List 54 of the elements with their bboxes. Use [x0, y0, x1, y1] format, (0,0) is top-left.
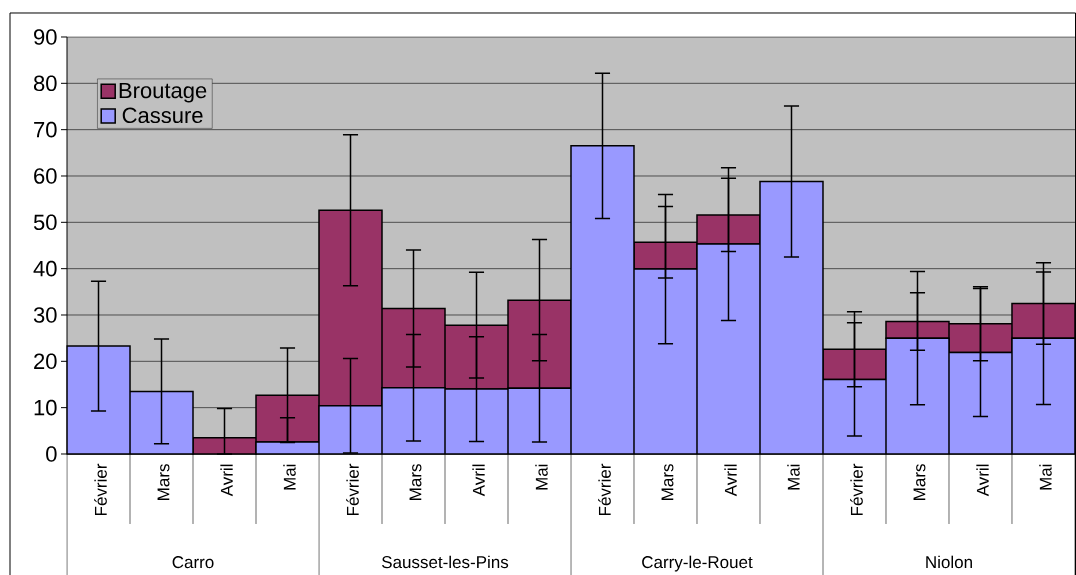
bar [444, 388, 509, 455]
x-tick-label: Avril [724, 464, 737, 497]
x-tick-label: Février [94, 463, 107, 516]
y-tick-label: 0 [46, 446, 57, 462]
bar [822, 378, 887, 455]
x-tick-label: Mars [661, 464, 674, 500]
bar [66, 345, 131, 455]
text: Sausset-les-Pins [382, 555, 509, 569]
bar [633, 268, 698, 455]
bar [255, 394, 320, 443]
bar [381, 307, 446, 389]
x-tick-label: Mai [787, 464, 800, 490]
y-tick-label: 70 [34, 121, 57, 138]
bar [822, 348, 887, 381]
bar [759, 180, 824, 455]
x-tick-label: Mars [913, 464, 926, 500]
x-tick-label: Mars [409, 464, 422, 500]
x-tick-label: Février [850, 463, 863, 516]
x-tick-label: Mars [157, 464, 170, 500]
bar [696, 243, 761, 455]
x-tick-label: Février [346, 463, 359, 516]
legend-label: Cassure [122, 107, 203, 124]
bar [885, 337, 950, 455]
bar [381, 386, 446, 455]
y-tick-label: 80 [33, 75, 57, 92]
bar [570, 145, 635, 455]
y-tick-label: 60 [34, 168, 57, 184]
text: Carry-le-Rouet [642, 555, 753, 572]
bar [129, 390, 194, 455]
y-tick-label: 90 [34, 29, 57, 45]
y-tick-label: 20 [34, 353, 57, 370]
bar [948, 351, 1013, 455]
text: Niolon [926, 555, 972, 569]
x-tick-label: Mai [535, 464, 548, 490]
x-tick-label: Avril [976, 464, 989, 497]
x-tick-label: Avril [220, 464, 233, 497]
bar [444, 324, 509, 390]
bar [948, 323, 1013, 354]
x-tick-label: Février [598, 463, 611, 516]
x-tick-label: Avril [472, 464, 485, 497]
legend-label: Broutage [119, 82, 207, 103]
x-tick-label: Mai [283, 464, 296, 490]
bar [1011, 302, 1076, 339]
bar [507, 299, 572, 389]
bar [1011, 337, 1076, 455]
y-tick-label: 50 [33, 214, 57, 231]
text: Carro [172, 556, 214, 569]
bar [507, 387, 572, 455]
bar [318, 209, 383, 407]
bar [318, 405, 383, 455]
x-tick-label: Mai [1039, 464, 1052, 490]
y-tick-label: 40 [33, 260, 57, 277]
y-tick-label: 30 [33, 307, 57, 323]
y-tick-label: 10 [34, 399, 57, 416]
